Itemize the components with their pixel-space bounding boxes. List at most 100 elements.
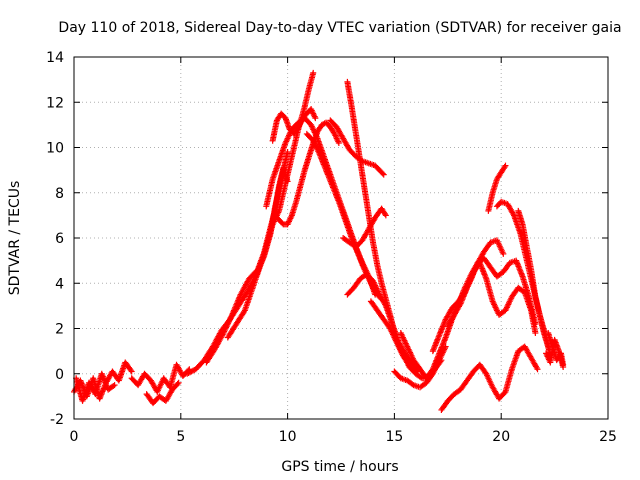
dense-point-segment xyxy=(142,371,153,383)
dense-point-segment xyxy=(452,387,463,397)
dense-point-segment xyxy=(511,213,523,235)
series-arc-6 xyxy=(203,69,317,366)
dense-point-segment xyxy=(163,388,175,403)
dense-point-segment xyxy=(374,263,385,285)
dense-point-segment xyxy=(351,277,363,290)
dense-point-segment xyxy=(519,223,530,249)
series-arc-10 xyxy=(271,119,342,228)
y-tick-label: 10 xyxy=(46,141,64,157)
x-tick-label: 10 xyxy=(279,429,297,445)
data-point xyxy=(502,162,509,169)
data-point xyxy=(380,171,387,178)
dense-point-segment xyxy=(437,345,448,362)
dense-point-segment xyxy=(342,218,355,240)
dense-point-segment xyxy=(505,202,517,217)
dense-point-segment xyxy=(210,329,224,349)
dense-point-segment xyxy=(328,125,337,136)
dense-point-segment xyxy=(202,345,215,362)
dense-point-segment xyxy=(375,308,386,322)
dense-point-segment xyxy=(445,313,457,328)
dense-point-segment xyxy=(445,392,457,403)
dense-point-segment xyxy=(503,295,515,312)
dense-point-segment xyxy=(170,380,181,392)
dense-point-segment xyxy=(304,132,316,143)
data-point xyxy=(534,366,541,373)
x-tick-label: 0 xyxy=(70,429,79,445)
dense-point-segment xyxy=(495,199,504,209)
dense-point-segment xyxy=(212,331,226,351)
y-tick-label: 8 xyxy=(55,186,64,202)
dense-point-segment xyxy=(238,277,252,297)
data-point xyxy=(532,330,539,337)
series-arc-3 xyxy=(128,361,193,395)
dense-point-segment xyxy=(477,261,489,281)
dense-point-segment xyxy=(418,380,429,390)
dense-point-segment xyxy=(367,160,377,168)
dense-point-segment xyxy=(357,159,368,190)
x-tick-label: 5 xyxy=(176,429,185,445)
dense-point-segment xyxy=(464,270,476,290)
dense-point-segment xyxy=(497,308,508,317)
dense-point-segment xyxy=(399,375,409,383)
dense-point-segment xyxy=(276,141,288,163)
series-arc-21 xyxy=(438,343,541,413)
dense-point-segment xyxy=(513,259,525,278)
dense-point-segment xyxy=(377,293,389,308)
dense-point-segment xyxy=(370,241,380,267)
dense-point-segment xyxy=(373,163,382,172)
series-arc-14 xyxy=(340,205,389,251)
dense-point-segment xyxy=(477,363,489,376)
series-arc-26 xyxy=(543,336,567,370)
dense-point-segment xyxy=(263,177,276,208)
dense-point-segment xyxy=(537,313,547,335)
dense-point-segment xyxy=(412,382,422,390)
x-tick-label: 25 xyxy=(599,429,617,445)
dense-point-segment xyxy=(368,299,380,313)
dense-point-segment xyxy=(524,245,534,272)
dense-point-segment xyxy=(430,351,442,371)
dense-point-segment xyxy=(522,290,534,312)
dense-point-segment xyxy=(323,168,335,188)
dense-point-segment xyxy=(501,261,512,274)
dense-point-segment xyxy=(277,218,286,227)
series-arc-24 xyxy=(515,207,552,350)
dense-point-segment xyxy=(485,191,496,213)
dense-point-segment xyxy=(528,356,540,371)
dense-point-segment xyxy=(377,168,386,177)
y-axis-ticks: -2 0 2 4 6 8 10 12 14 xyxy=(46,50,608,428)
dense-point-segment xyxy=(302,116,313,127)
dense-point-segment xyxy=(364,272,375,283)
dense-point-segment xyxy=(270,159,282,181)
data-point xyxy=(382,212,389,219)
y-tick-label: 14 xyxy=(46,50,64,66)
dense-point-segment xyxy=(482,240,493,254)
dense-point-segment xyxy=(315,123,324,134)
dense-point-segment xyxy=(221,313,235,335)
x-axis-ticks: 0 5 10 15 20 25 xyxy=(70,57,617,445)
dense-point-segment xyxy=(341,235,352,245)
dense-point-segment xyxy=(315,137,327,158)
y-tick-label: 2 xyxy=(55,322,64,338)
series-arc-22 xyxy=(485,162,509,214)
dense-point-segment xyxy=(204,347,218,365)
x-tick-label: 20 xyxy=(492,429,510,445)
dense-point-segment xyxy=(517,232,530,262)
data-point xyxy=(312,115,319,122)
dense-point-segment xyxy=(439,399,450,412)
data-point xyxy=(175,379,182,386)
dense-point-segment xyxy=(497,390,508,401)
data-point xyxy=(310,69,317,76)
dense-point-segment xyxy=(528,309,539,335)
dense-point-segment xyxy=(392,369,403,381)
dense-point-segment xyxy=(387,327,399,344)
x-tick-label: 15 xyxy=(385,429,403,445)
dense-point-segment xyxy=(270,118,280,143)
dense-point-segment xyxy=(185,367,198,376)
dense-point-segment xyxy=(234,308,247,326)
y-axis-label: SDTVAR / TECUs xyxy=(7,181,23,296)
dense-point-segment xyxy=(436,317,449,337)
dense-point-segment xyxy=(251,259,265,287)
series-arc-5 xyxy=(184,149,291,377)
dense-point-segment xyxy=(370,279,382,297)
dense-point-segment xyxy=(458,378,470,392)
